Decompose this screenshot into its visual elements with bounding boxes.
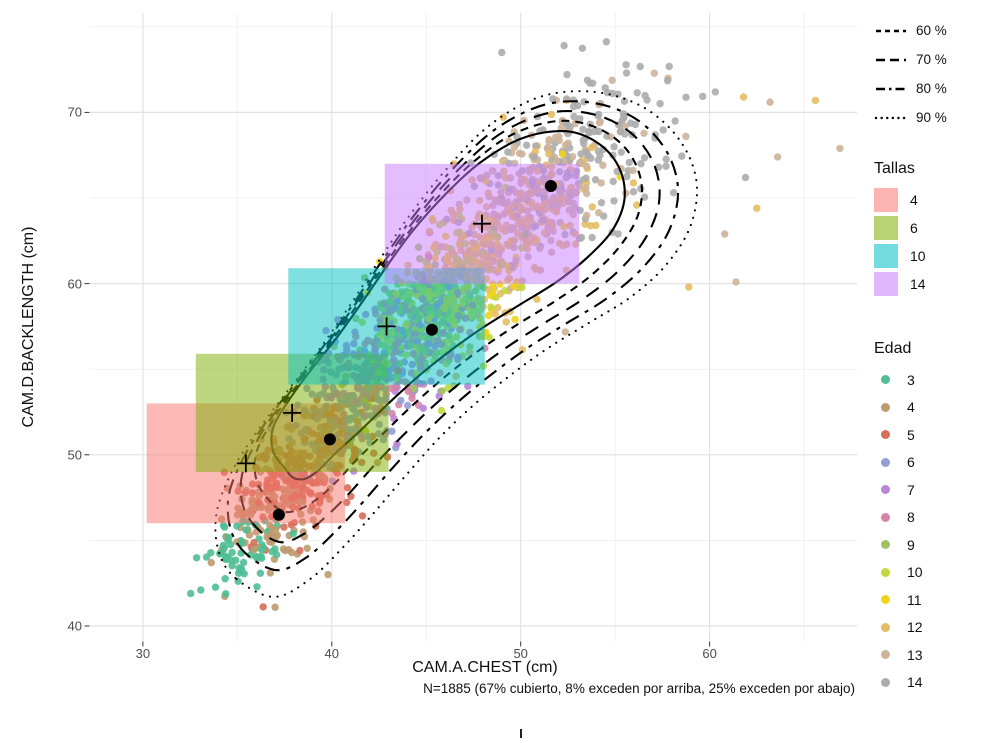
- centroid-dot: [323, 433, 336, 446]
- edad-legend-item: 7: [874, 476, 923, 504]
- x-axis-title: CAM.A.CHEST (cm): [412, 659, 558, 676]
- edad-legend-label: 10: [907, 564, 923, 581]
- edad-legend-label: 12: [907, 619, 923, 636]
- edad-legend-label: 4: [907, 399, 915, 416]
- edad-dot-icon: [881, 622, 890, 632]
- centroid-dot: [272, 508, 285, 521]
- contour-80: [226, 100, 680, 572]
- contour-key-line-icon: [876, 29, 906, 32]
- caption-text: N=1885 (67% cubierto, 8% exceden por arr…: [423, 681, 855, 696]
- contour-key-line-icon: [874, 116, 908, 119]
- edad-legend-item: 11: [874, 586, 923, 614]
- contour-legend-label: 70 %: [916, 52, 947, 67]
- edad-dot-icon: [881, 595, 890, 605]
- scatter-points: [187, 38, 844, 611]
- edad-legend-item: 4: [874, 394, 923, 422]
- contour-key-line-icon: [876, 87, 906, 90]
- summary-markers: [236, 180, 557, 521]
- tallas-legend-item: 14: [874, 270, 926, 298]
- contour-legend-label: 80 %: [916, 81, 947, 96]
- edad-legend-label: 7: [907, 481, 915, 498]
- y-tick-label: 60: [67, 276, 82, 292]
- contour-legend-label: 90 %: [916, 110, 947, 125]
- edad-legend-item: 9: [874, 531, 923, 559]
- edad-dot-icon: [881, 677, 890, 687]
- tallas-legend-item: 4: [874, 186, 926, 214]
- contour-level-legend: 60 % 70 % 80 % 90 %: [874, 16, 947, 132]
- edad-legend-label: 13: [907, 646, 923, 663]
- contour-legend-item: 60 %: [874, 16, 947, 45]
- edad-dot-icon: [881, 567, 890, 577]
- y-tick-label: 70: [67, 104, 82, 120]
- edad-dot-icon: [881, 540, 890, 550]
- contour-legend-label: 60 %: [916, 23, 947, 38]
- x-tick-label: 30: [135, 646, 151, 661]
- tallas-legend-label: 4: [910, 192, 918, 208]
- edad-dot-icon: [881, 650, 890, 660]
- tallas-legend: Tallas 4 6 10 14: [874, 160, 926, 298]
- edad-dot-icon: [881, 485, 890, 495]
- edad-dot-icon: [881, 375, 890, 385]
- talla-rects: [146, 163, 580, 524]
- edad-legend-item: 8: [874, 504, 923, 532]
- edad-legend-items: 3 4 5 6 7 8 9 10 11 12 13 14: [874, 366, 923, 696]
- x-tick-label: 60: [702, 646, 717, 661]
- edad-legend-item: 6: [874, 449, 923, 477]
- contour-legend-item: 90 %: [874, 103, 947, 132]
- edad-dot-icon: [881, 430, 890, 440]
- contour-legend-item: 70 %: [874, 45, 947, 74]
- tallas-legend-items: 4 6 10 14: [874, 186, 926, 298]
- x-tick-label: 40: [324, 646, 340, 661]
- stray-cursor-mark: [520, 729, 522, 738]
- tallas-legend-title: Tallas: [874, 160, 915, 177]
- y-tick-label: 50: [67, 447, 82, 463]
- x-tick-label: 50: [513, 646, 528, 661]
- edad-legend-label: 14: [907, 674, 923, 691]
- edad-legend-item: 10: [874, 559, 923, 587]
- edad-legend-item: 12: [874, 614, 923, 642]
- talla-swatch-icon: [874, 244, 898, 268]
- edad-dot-icon: [881, 512, 890, 522]
- edad-legend-item: 3: [874, 366, 923, 394]
- talla-swatch-icon: [874, 188, 898, 212]
- y-axis-title: CAM.D.BACKLENGTH (cm): [20, 226, 37, 428]
- tallas-legend-item: 6: [874, 214, 926, 242]
- tallas-legend-label: 10: [910, 248, 926, 264]
- tallas-legend-label: 6: [910, 220, 918, 236]
- contour-legend-item: 80 %: [874, 74, 947, 103]
- edad-legend-item: 13: [874, 641, 923, 669]
- edad-legend-title: Edad: [874, 340, 912, 357]
- tallas-legend-label: 14: [910, 276, 926, 292]
- edad-dot-icon: [881, 457, 890, 467]
- edad-legend-label: 11: [907, 591, 922, 608]
- talla-swatch-icon: [874, 272, 898, 296]
- edad-legend-label: 9: [907, 536, 915, 553]
- edad-legend-item: 14: [874, 669, 923, 697]
- tallas-legend-item: 10: [874, 242, 926, 270]
- edad-legend: Edad 3 4 5 6 7 8 9 10 11 12 13 14: [874, 340, 923, 696]
- contour-key-line-icon: [876, 58, 906, 61]
- edad-legend-label: 8: [907, 509, 915, 526]
- centroid-dot: [544, 180, 557, 192]
- talla-swatch-icon: [874, 216, 898, 240]
- edad-legend-item: 5: [874, 421, 923, 449]
- y-tick-label: 40: [67, 618, 82, 634]
- edad-legend-label: 6: [907, 454, 915, 471]
- axis-ticks: [84, 111, 711, 647]
- edad-dot-icon: [881, 402, 890, 412]
- edad-legend-label: 3: [907, 371, 915, 388]
- edad-legend-label: 5: [907, 426, 915, 443]
- centroid-dot: [425, 323, 438, 336]
